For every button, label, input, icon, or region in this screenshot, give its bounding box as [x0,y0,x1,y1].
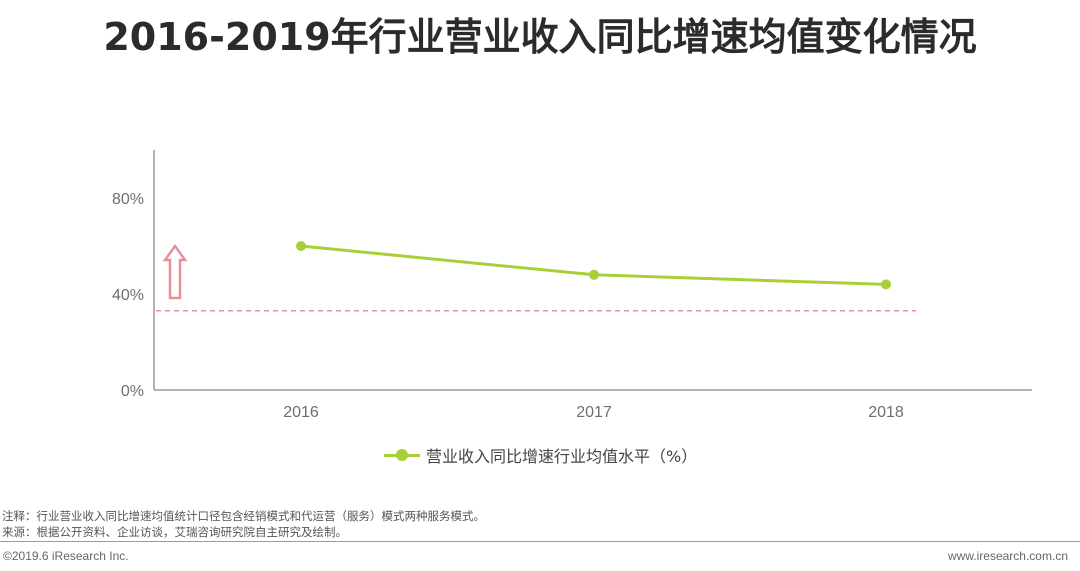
chart-legend: 营业收入同比增速行业均值水平（%） [384,444,697,466]
x-tick-label: 2016 [283,404,319,421]
data-point [296,241,306,251]
chart-source: 来源：根据公开资料、企业访谈，艾瑞咨询研究院自主研究及绘制。 [2,525,347,539]
y-tick-label: 0% [121,383,144,400]
page-title: 2016-2019年行业营业收入同比增速均值变化情况 [103,15,977,59]
data-point [881,279,891,290]
footer-website: www.iresearch.com.cn [947,549,1068,563]
footer-copyright: ©2019.6 iResearch Inc. [3,549,129,563]
footer-divider [0,541,1080,542]
y-tick-label: 40% [112,287,144,304]
chart-note: 注释：行业营业收入同比增速均值统计口径包含经销模式和代运营（服务）模式两种服务模… [2,509,485,523]
line-chart: 0% 40% 80% 2016 2017 2018 [112,150,1032,421]
up-arrow-icon [162,243,188,300]
x-tick-label: 2017 [576,404,612,421]
x-tick-label: 2018 [868,404,904,421]
y-tick-label: 80% [112,191,144,208]
data-point [589,269,599,280]
legend-swatch [384,444,420,466]
legend-label: 营业收入同比增速行业均值水平（%） [426,447,698,466]
